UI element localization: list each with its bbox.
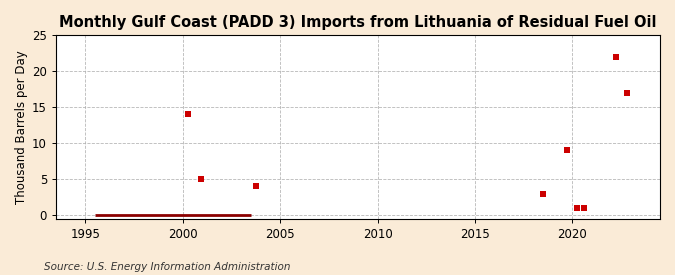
- Point: [182, 112, 193, 117]
- Point: [195, 177, 206, 182]
- Point: [250, 184, 261, 189]
- Point: [538, 191, 549, 196]
- Point: [622, 91, 633, 95]
- Title: Monthly Gulf Coast (PADD 3) Imports from Lithuania of Residual Fuel Oil: Monthly Gulf Coast (PADD 3) Imports from…: [59, 15, 657, 30]
- Point: [562, 148, 573, 153]
- Point: [578, 206, 589, 210]
- Point: [572, 206, 583, 210]
- Y-axis label: Thousand Barrels per Day: Thousand Barrels per Day: [15, 50, 28, 204]
- Point: [611, 55, 622, 59]
- Text: Source: U.S. Energy Information Administration: Source: U.S. Energy Information Administ…: [44, 262, 290, 272]
